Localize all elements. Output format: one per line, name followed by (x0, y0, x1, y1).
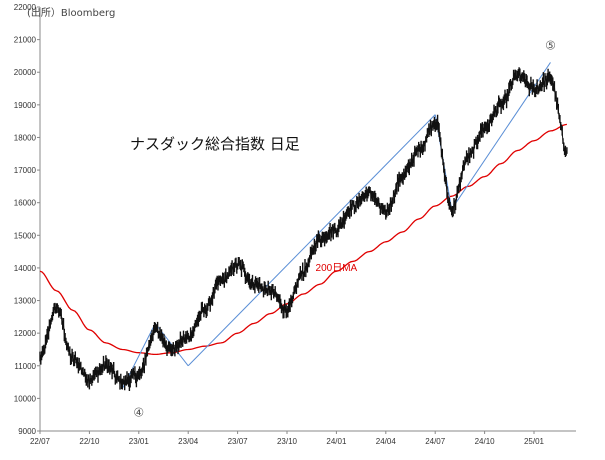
price-line (39, 70, 568, 388)
ma-series (39, 123, 567, 356)
y-tick-label: 17000 (14, 166, 37, 175)
chart-title: ナスダック総合指数 日足 (130, 135, 300, 153)
wave-label: ④ (133, 405, 144, 419)
x-tick-label: 23/07 (228, 437, 249, 446)
trendline (154, 323, 189, 367)
y-tick-label: 9000 (18, 427, 36, 436)
x-tick-label: 23/10 (277, 437, 298, 446)
x-tick-label: 22/07 (30, 437, 51, 446)
y-tick-label: 19000 (14, 101, 37, 110)
x-tick-label: 25/01 (524, 437, 545, 446)
ma-label: 200日MA (316, 263, 358, 274)
x-tick-label: 24/01 (326, 437, 347, 446)
x-tick-label: 23/04 (178, 437, 199, 446)
y-ticks: 9000 10000 11000 12000 13000 14000 15000 16000 1… (14, 3, 40, 436)
y-tick-label: 10000 (14, 394, 37, 403)
x-tick-label: 22/10 (79, 437, 100, 446)
x-ticks: 22/07 22/10 23/01 23/04 23/07 23/10 24/01 24/04… (30, 431, 545, 446)
y-tick-label: 13000 (14, 297, 37, 306)
wave-label: ⑤ (545, 38, 556, 52)
y-tick-label: 18000 (14, 133, 37, 142)
y-tick-label: 22000 (14, 3, 37, 12)
x-tick-label: 24/10 (475, 437, 496, 446)
y-tick-label: 14000 (14, 264, 37, 273)
trendline (187, 114, 436, 367)
x-tick-label: 23/01 (129, 437, 150, 446)
price-series (39, 67, 568, 391)
ma-line (39, 123, 567, 356)
x-tick-label: 24/04 (376, 437, 397, 446)
source-label: (出所）Bloomberg (27, 6, 115, 19)
y-tick-label: 11000 (14, 362, 36, 371)
annotations: ④ ⑤ 200日MA (133, 38, 555, 419)
plot-area: 9000 10000 11000 12000 13000 14000 15000 16000 1… (14, 3, 576, 446)
y-tick-label: 20000 (14, 68, 37, 77)
trendline (451, 62, 551, 210)
price-bars (39, 67, 568, 391)
y-tick-label: 15000 (14, 231, 37, 240)
y-tick-label: 16000 (14, 199, 37, 208)
y-tick-label: 21000 (14, 36, 37, 45)
y-tick-label: 12000 (14, 329, 37, 338)
x-tick-label: 24/07 (425, 437, 446, 446)
